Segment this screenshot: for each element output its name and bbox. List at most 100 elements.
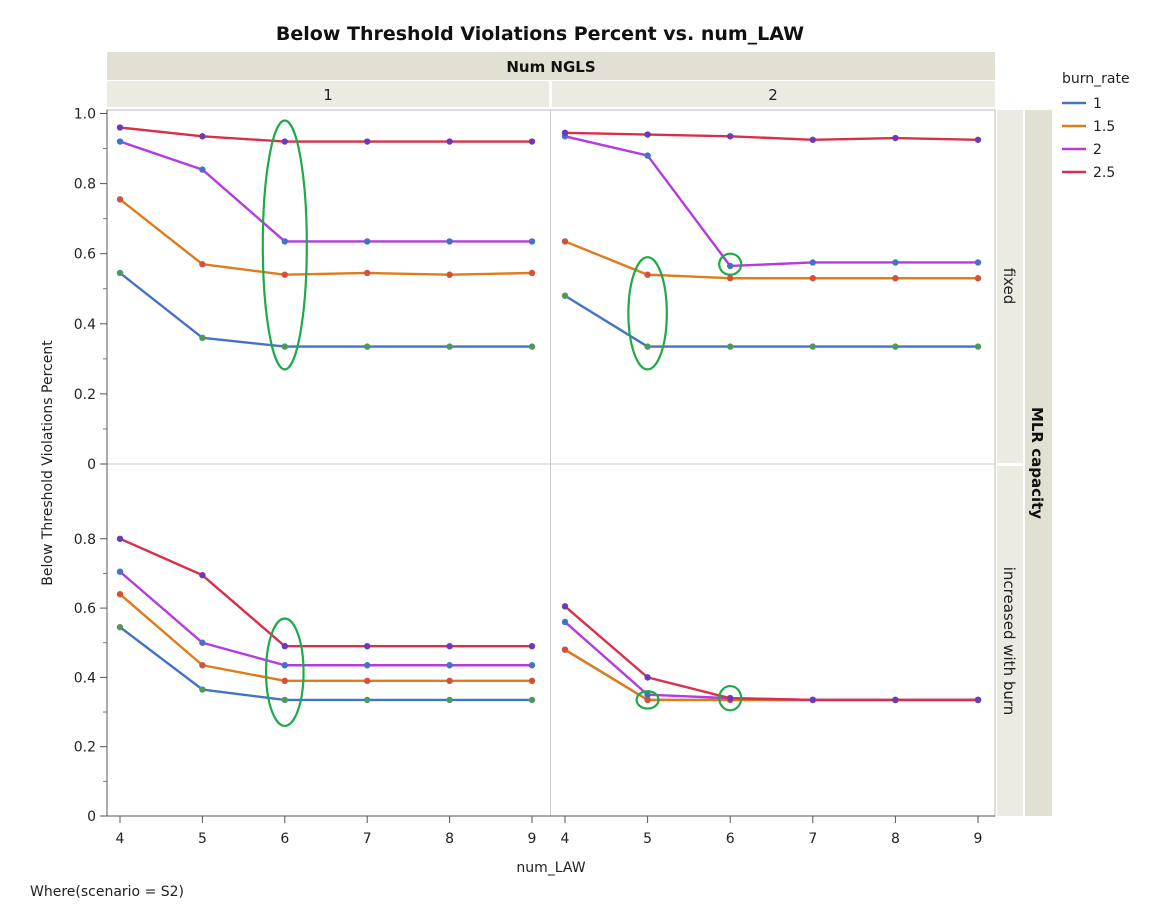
series-line-1: [564, 648, 978, 702]
data-point: [644, 343, 651, 350]
series-line-1: [119, 626, 532, 702]
data-point: [528, 269, 536, 277]
data-point: [364, 138, 371, 145]
plot-layer: [116, 119, 982, 728]
x-tick-label: 7: [363, 831, 372, 847]
x-tick-label: 6: [280, 831, 289, 847]
data-point: [974, 136, 982, 143]
x-tick-label: 8: [445, 831, 454, 847]
data-point: [116, 591, 124, 598]
data-point: [892, 696, 899, 704]
data-point: [809, 275, 816, 282]
legend-entry: 2.5: [1093, 165, 1115, 181]
column-strip-2: [552, 81, 995, 107]
data-point: [281, 238, 288, 245]
highlight-ellipse: [718, 684, 743, 712]
data-point: [528, 677, 536, 685]
y-axis-label: Below Threshold Violations Percent: [40, 340, 56, 586]
data-point: [364, 269, 371, 277]
series-line-2.5: [119, 537, 532, 648]
data-point: [364, 642, 371, 650]
data-point: [974, 259, 982, 266]
y-tick-label: 0.8: [74, 177, 96, 193]
data-point: [727, 343, 734, 350]
data-point: [561, 238, 569, 245]
data-point: [446, 271, 453, 278]
data-point: [528, 662, 536, 669]
row-level-increased: increased with burn: [1000, 567, 1018, 716]
row-group-label: MLR capacity: [1028, 407, 1046, 519]
data-point: [116, 535, 124, 542]
data-point: [528, 642, 536, 650]
data-point: [644, 674, 651, 681]
data-point: [561, 646, 569, 653]
data-point: [644, 131, 651, 138]
data-point: [199, 639, 206, 646]
row-level-fixed: fixed: [1000, 268, 1018, 305]
data-point: [974, 696, 982, 704]
data-point: [116, 269, 124, 277]
series-line-1.5: [564, 648, 978, 702]
data-point: [281, 138, 288, 145]
data-point: [281, 343, 288, 350]
data-point: [116, 196, 124, 203]
series-line-2: [564, 135, 978, 268]
data-point: [364, 677, 371, 685]
data-point: [727, 275, 734, 282]
data-point: [364, 696, 371, 704]
series-line-2.5: [564, 605, 978, 702]
column-group-strip: [107, 52, 995, 80]
highlight-ellipse: [718, 252, 743, 276]
data-point: [281, 642, 288, 650]
data-point: [974, 343, 982, 350]
data-point: [561, 292, 569, 299]
data-point: [199, 166, 206, 173]
data-point: [446, 677, 453, 685]
data-point: [281, 696, 288, 704]
data-point: [364, 662, 371, 669]
data-point: [446, 696, 453, 704]
data-point: [528, 696, 536, 704]
row-strip-increased: [997, 466, 1023, 816]
legend-entry: 2: [1093, 142, 1102, 158]
y-tick-label: 0.6: [74, 247, 96, 263]
data-point: [446, 343, 453, 350]
series-line-1.5: [564, 240, 978, 280]
legend-entry: 1: [1093, 96, 1102, 112]
x-tick-label: 4: [116, 831, 125, 847]
legend-entry: 1.5: [1093, 119, 1115, 135]
panel-1-fixed: [116, 119, 536, 371]
data-point: [281, 662, 288, 669]
row-strip-fixed: [997, 110, 1023, 463]
y-tick-label: 0: [87, 809, 96, 825]
x-tick-label: 9: [528, 831, 537, 847]
y-tick-label: 1.0: [74, 107, 96, 123]
panel-2-increased: [561, 603, 982, 712]
data-point: [446, 138, 453, 145]
series-line-1.5: [119, 593, 532, 683]
data-point: [116, 623, 124, 631]
series-line-2: [119, 570, 532, 667]
y-tick-label: 0: [87, 457, 96, 473]
y-tick-label: 0.2: [74, 387, 96, 403]
column-level-2: 2: [768, 86, 778, 104]
data-point: [199, 571, 206, 579]
chart-title: Below Threshold Violations Percent vs. n…: [276, 23, 804, 45]
series-line-1.5: [119, 198, 533, 276]
column-group-label: Num NGLS: [506, 58, 595, 76]
data-point: [561, 603, 569, 610]
data-point: [116, 568, 124, 575]
data-point: [281, 271, 288, 278]
data-point: [281, 677, 288, 685]
data-point: [974, 275, 982, 282]
panel-1-increased: [116, 535, 536, 728]
data-point: [528, 343, 536, 350]
series-line-1: [119, 272, 532, 348]
series-line-2: [119, 140, 532, 243]
data-point: [644, 271, 651, 278]
x-tick-label: 5: [643, 831, 652, 847]
highlight-ellipse: [627, 256, 668, 371]
data-point: [561, 129, 569, 136]
data-point: [364, 238, 371, 245]
data-point: [199, 686, 206, 693]
